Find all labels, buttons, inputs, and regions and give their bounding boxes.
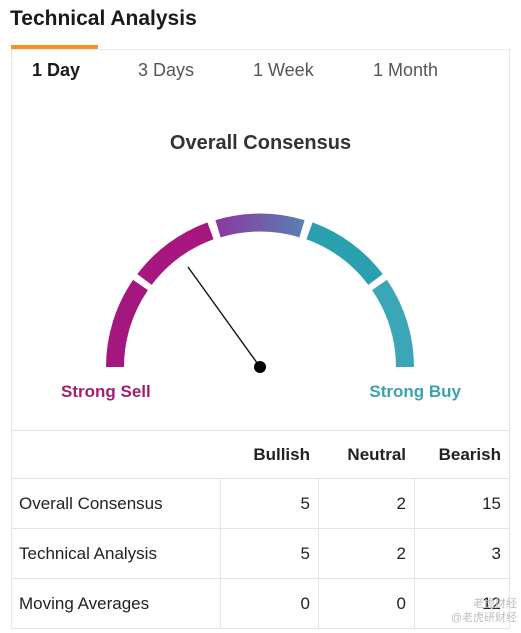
consensus-gauge — [106, 213, 414, 373]
bullish-value: 0 — [220, 579, 318, 628]
section-title: Technical Analysis — [10, 7, 197, 30]
tab-1-week[interactable]: 1 Week — [253, 60, 314, 80]
neutral-value: 2 — [318, 479, 414, 528]
header-bullish: Bullish — [253, 444, 310, 464]
bearish-value: 15 — [414, 479, 509, 528]
bearish-value: 3 — [414, 529, 509, 578]
row-label: Technical Analysis — [19, 543, 157, 563]
gauge-needle-hub — [254, 361, 266, 373]
table-row: Technical Analysis 5 2 3 — [12, 528, 509, 578]
header-neutral: Neutral — [347, 444, 406, 464]
header-label — [12, 431, 220, 478]
table-row: Moving Averages 0 0 12 — [12, 578, 509, 628]
gauge-segment-strong-buy — [371, 279, 414, 368]
gauge-segment-strong-sell — [106, 279, 149, 368]
strong-sell-label: Strong Sell — [61, 382, 151, 401]
bullish-value: 5 — [220, 479, 318, 528]
tab-1-month[interactable]: 1 Month — [373, 60, 439, 80]
neutral-value: 2 — [318, 529, 414, 578]
technical-analysis-card: 1 Day 3 Days 1 Week 1 Month Overall Cons… — [11, 49, 510, 629]
table-row: Overall Consensus 5 2 15 — [12, 478, 509, 528]
bullish-value: 5 — [220, 529, 318, 578]
gauge-title: Overall Consensus — [169, 132, 352, 154]
row-label: Overall Consensus — [19, 493, 163, 513]
gauge-segment-sell — [137, 222, 214, 286]
bearish-value: 12 — [414, 579, 509, 628]
row-label: Moving Averages — [19, 593, 150, 613]
gauge-segment-neutral — [215, 213, 305, 238]
watermark-line1: 老虎财经 — [473, 598, 517, 610]
watermark-line2: @老虎研财经 — [450, 612, 517, 624]
consensus-table: Bullish Neutral Bearish Overall Consensu… — [12, 430, 509, 628]
tab-1-day[interactable]: 1 Day — [32, 60, 81, 80]
title-accent-bar — [11, 45, 98, 49]
gauge-segment-buy — [306, 222, 383, 286]
watermark: 老虎财经 @老虎研财经 — [451, 597, 517, 625]
header-bearish: Bearish — [438, 444, 501, 464]
table-header-row: Bullish Neutral Bearish — [12, 430, 509, 478]
strong-buy-label: Strong Buy — [369, 382, 461, 401]
tab-3-days[interactable]: 3 Days — [138, 60, 195, 80]
neutral-value: 0 — [318, 579, 414, 628]
gauge-needle — [187, 266, 261, 368]
timeframe-tabs: 1 Day 3 Days 1 Week 1 Month — [12, 50, 509, 94]
